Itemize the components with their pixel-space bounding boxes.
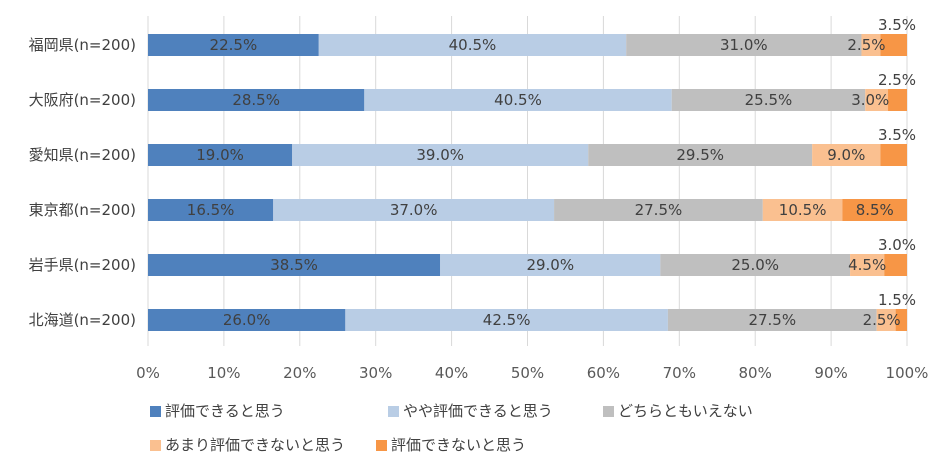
data-label: 40.5% <box>494 91 542 109</box>
x-tick-label: 10% <box>207 364 240 382</box>
x-tick-label: 70% <box>663 364 696 382</box>
data-label: 42.5% <box>483 311 531 329</box>
x-tick-label: 20% <box>283 364 316 382</box>
bar-segment <box>554 199 763 221</box>
data-label: 29.0% <box>526 256 574 274</box>
legend-label: やや評価できると思う <box>403 402 553 420</box>
data-label: 27.5% <box>635 201 683 219</box>
data-label: 2.5% <box>863 311 901 329</box>
data-label: 27.5% <box>748 311 796 329</box>
legend-swatch <box>150 440 161 451</box>
category-label: 福岡県(n=200) <box>29 36 136 54</box>
bars <box>148 34 907 331</box>
category-label: 大阪府(n=200) <box>29 91 136 109</box>
legend-label: 評価できると思う <box>165 402 285 420</box>
legend-label: どちらともいえない <box>618 402 753 420</box>
data-label: 38.5% <box>270 256 318 274</box>
bar-segment <box>812 144 881 166</box>
data-label: 3.5% <box>878 126 916 144</box>
bar-segment <box>865 89 889 111</box>
bar-segment <box>762 199 843 221</box>
x-tick-label: 50% <box>511 364 544 382</box>
data-label: 26.0% <box>223 311 271 329</box>
legend-swatch <box>388 406 399 417</box>
data-label: 3.5% <box>878 16 916 34</box>
bar-segment <box>148 89 365 111</box>
bar-segment <box>148 254 441 276</box>
data-label: 22.5% <box>210 36 258 54</box>
bar-segment <box>148 199 274 221</box>
data-label: 1.5% <box>878 291 916 309</box>
data-label: 8.5% <box>856 201 894 219</box>
x-tick-label: 80% <box>739 364 772 382</box>
bar-segment <box>588 144 813 166</box>
grid-lines <box>147 16 908 346</box>
data-label: 16.5% <box>187 201 235 219</box>
data-label: 10.5% <box>779 201 827 219</box>
x-tick-label: 60% <box>587 364 620 382</box>
bar-segment <box>364 89 672 111</box>
legend-label: あまり評価できないと思う <box>165 436 345 454</box>
bar-segment <box>671 89 866 111</box>
legend-swatch <box>376 440 387 451</box>
bar-segment <box>273 199 555 221</box>
category-labels: 福岡県(n=200) 大阪府(n=200) 愛知県(n=200) 東京都(n=200)… <box>29 36 136 329</box>
data-label: 9.0% <box>827 146 865 164</box>
data-label: 2.5% <box>847 36 885 54</box>
data-label: 39.0% <box>416 146 464 164</box>
bar-segment <box>667 309 877 331</box>
x-tick-label: 40% <box>435 364 468 382</box>
data-label: 19.0% <box>196 146 244 164</box>
bar-segment <box>660 254 851 276</box>
data-label: 3.0% <box>878 236 916 254</box>
x-axis-tick-labels: 0% 10% 20% 30% 40% 50% 60% 70% 80% 90% 100% <box>136 364 928 382</box>
bar-segment <box>888 89 907 111</box>
bar-segment <box>842 199 907 221</box>
x-tick-label: 100% <box>886 364 929 382</box>
bar-segment <box>876 309 896 331</box>
data-label: 25.0% <box>731 256 779 274</box>
category-label: 愛知県(n=200) <box>29 146 136 164</box>
bar-segment <box>440 254 661 276</box>
data-label: 3.0% <box>851 91 889 109</box>
bar-segment <box>318 34 627 56</box>
data-label: 25.5% <box>745 91 793 109</box>
bar-segment <box>148 309 346 331</box>
bar-segment <box>148 144 293 166</box>
data-label: 29.5% <box>676 146 724 164</box>
bar-segment <box>626 34 862 56</box>
category-label: 東京都(n=200) <box>29 201 136 219</box>
data-label: 28.5% <box>232 91 280 109</box>
data-label: 37.0% <box>390 201 438 219</box>
bar-segment <box>884 254 907 276</box>
data-label: 40.5% <box>449 36 497 54</box>
legend-label: 評価できないと思う <box>391 436 526 454</box>
bar-segment <box>345 309 668 331</box>
category-label: 岩手県(n=200) <box>29 256 136 274</box>
bar-segment <box>880 34 907 56</box>
data-label: 4.5% <box>848 256 886 274</box>
bar-segment <box>850 254 885 276</box>
data-labels: 22.5% 40.5% 31.0% 2.5% 3.5% 28.5% 40.5% 25.5% 3.… <box>187 16 916 329</box>
category-label: 北海道(n=200) <box>29 311 136 329</box>
bar-segment <box>292 144 589 166</box>
data-label: 31.0% <box>720 36 768 54</box>
legend-swatch <box>603 406 614 417</box>
data-label: 2.5% <box>878 71 916 89</box>
bar-segment <box>895 309 907 331</box>
x-tick-label: 30% <box>359 364 392 382</box>
x-tick-label: 90% <box>814 364 847 382</box>
bar-segment <box>880 144 907 166</box>
legend-swatch <box>150 406 161 417</box>
bar-segment <box>148 34 319 56</box>
bar-segment <box>861 34 881 56</box>
x-tick-label: 0% <box>136 364 160 382</box>
